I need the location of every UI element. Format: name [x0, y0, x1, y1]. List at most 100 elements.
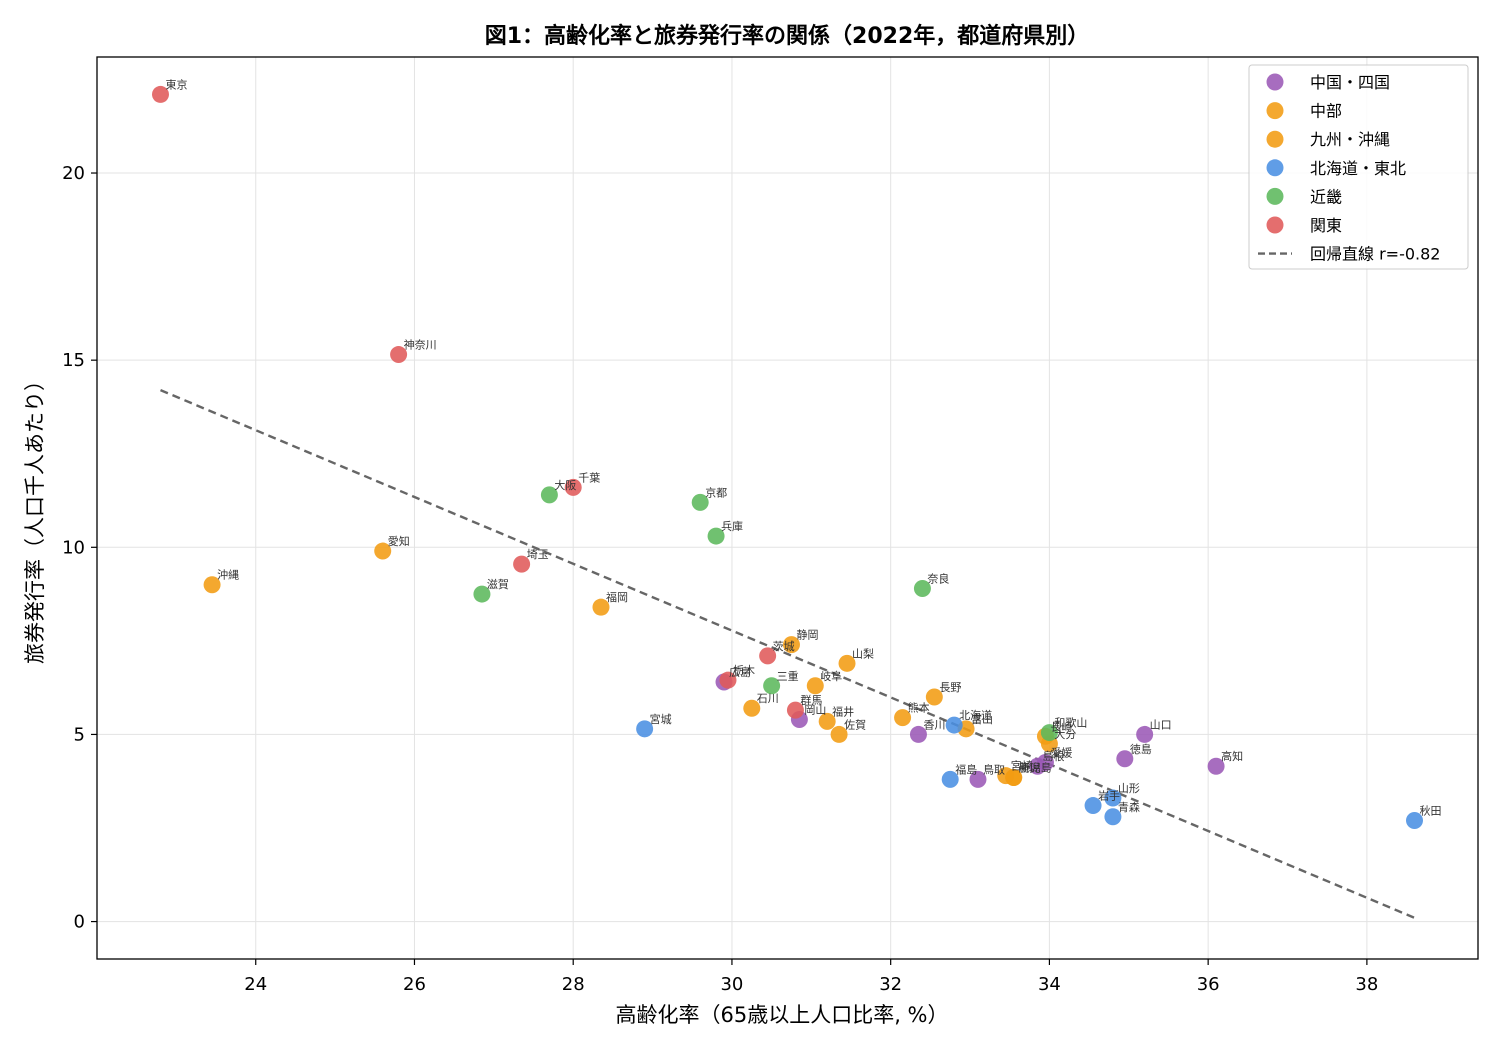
- point-label: 福岡: [606, 590, 628, 604]
- point-label: 福井: [832, 704, 854, 718]
- x-tick-label: 24: [244, 974, 267, 995]
- data-point: [1104, 808, 1122, 826]
- point-label: 和歌山: [1054, 716, 1087, 730]
- data-point: [818, 712, 836, 730]
- legend-label: 中部: [1310, 102, 1342, 121]
- data-point: [909, 725, 927, 743]
- point-label: 岡山: [804, 703, 826, 716]
- point-label: 神奈川: [404, 338, 437, 352]
- x-tick-label: 26: [403, 974, 426, 995]
- point-label: 北海道: [959, 708, 992, 722]
- legend-marker: [1266, 102, 1284, 120]
- y-axis-title: 旅券発行率（人口千人あたり）: [23, 370, 47, 664]
- data-point: [719, 671, 737, 689]
- x-axis-ticks: 24 26 28 30 32 34 36 38: [244, 959, 1378, 995]
- point-label: 岐阜: [820, 670, 842, 683]
- data-point: [786, 701, 804, 719]
- point-label: 茨城: [773, 639, 795, 653]
- point-label: 新潟: [1019, 760, 1041, 774]
- legend-label: 中国・四国: [1310, 73, 1390, 92]
- data-point: [513, 555, 531, 573]
- data-point: [838, 654, 856, 672]
- x-tick-label: 38: [1355, 974, 1378, 995]
- point-label: 愛媛: [1050, 746, 1072, 760]
- data-point: [707, 527, 725, 545]
- data-point: [1040, 724, 1058, 742]
- point-label: 岩手: [1098, 789, 1120, 803]
- point-label: 長野: [939, 681, 961, 694]
- point-label: 宮城: [650, 712, 672, 726]
- point-label: 大分: [1054, 727, 1076, 741]
- data-point: [743, 699, 761, 717]
- point-label: 青森: [1118, 800, 1140, 814]
- data-point: [830, 725, 848, 743]
- regression-line: [160, 388, 1415, 919]
- point-label: 鹿児島: [1019, 760, 1052, 774]
- legend-marker: [1266, 159, 1284, 177]
- legend-label: 回帰直線 r=-0.82: [1310, 245, 1440, 264]
- data-point: [941, 770, 959, 788]
- data-point: [1406, 812, 1424, 830]
- data-point: [1207, 757, 1225, 775]
- plot-frame: [96, 56, 1479, 960]
- data-point: [894, 709, 912, 727]
- point-label: 群馬: [800, 693, 822, 707]
- data-point: [390, 346, 408, 364]
- y-tick-label: 0: [74, 912, 85, 933]
- data-point: [1104, 789, 1122, 807]
- point-label: 兵庫: [721, 519, 743, 533]
- point-label: 高知: [1221, 749, 1243, 763]
- point-label: 宮崎: [1011, 759, 1033, 773]
- point-label: 福島: [955, 762, 977, 776]
- data-point: [564, 478, 582, 496]
- x-tick-label: 30: [720, 974, 743, 995]
- x-axis-title: 高齢化率（65歳以上人口比率, %）: [615, 1003, 948, 1027]
- data-point: [1136, 725, 1154, 743]
- y-tick-label: 10: [62, 537, 85, 558]
- legend-marker: [1266, 130, 1284, 148]
- point-label: 香川: [923, 718, 945, 731]
- regression-layer: [160, 388, 1415, 919]
- legend-label: 関東: [1310, 216, 1342, 235]
- data-point: [151, 85, 169, 103]
- data-point: [759, 647, 777, 665]
- data-point: [691, 493, 709, 511]
- data-points: [151, 85, 1424, 830]
- point-label: 島根: [1043, 749, 1065, 763]
- data-point: [203, 576, 221, 594]
- point-label: 沖縄: [217, 568, 239, 582]
- legend-marker: [1266, 216, 1284, 234]
- data-point: [969, 770, 987, 788]
- point-label: 栃木: [733, 663, 755, 677]
- x-tick-label: 32: [879, 974, 902, 995]
- legend-label: 北海道・東北: [1310, 159, 1406, 178]
- point-label: 滋賀: [487, 578, 509, 591]
- data-point: [1084, 797, 1102, 815]
- legend-label: 近畿: [1310, 187, 1342, 206]
- point-label: 静岡: [796, 628, 818, 642]
- data-point: [374, 542, 392, 560]
- y-axis-ticks: 0 5 10 15 20: [62, 163, 97, 933]
- point-label: 長崎: [1050, 719, 1072, 733]
- legend-marker: [1266, 187, 1284, 205]
- point-label: 山梨: [852, 646, 874, 660]
- point-label: 山口: [1150, 718, 1172, 731]
- point-label: 埼玉: [527, 547, 549, 561]
- data-point: [636, 720, 654, 738]
- data-point: [782, 636, 800, 654]
- legend-marker: [1266, 73, 1284, 91]
- data-point: [913, 579, 931, 597]
- y-tick-label: 5: [74, 724, 85, 745]
- chart-title: 図1：高齢化率と旅券発行率の関係（2022年，都道府県別）: [485, 23, 1090, 49]
- data-point: [1036, 754, 1054, 772]
- y-tick-label: 15: [62, 350, 85, 371]
- point-label: 鳥取: [983, 762, 1005, 776]
- legend-frame: [1248, 64, 1469, 270]
- point-label: 石川: [757, 692, 779, 705]
- data-point: [1116, 750, 1134, 768]
- point-label: 広島: [729, 665, 751, 679]
